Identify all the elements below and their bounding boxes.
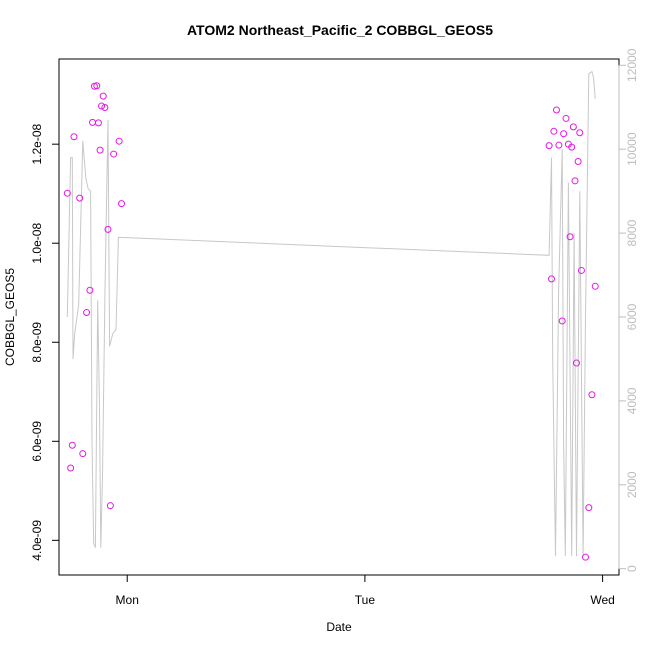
right-y-tick-label: 4000 — [625, 387, 639, 414]
data-point — [63, 189, 71, 197]
left-y-axis: 4.0e-09 6.0e-09 8.0e-09 1.0e-08 1.2e-08 — [30, 124, 60, 561]
y-tick-label: 6.0e-09 — [30, 421, 44, 462]
y-tick-label: 1.2e-08 — [30, 124, 44, 165]
data-point — [86, 286, 94, 294]
data-point — [83, 309, 91, 317]
data-point — [118, 200, 126, 208]
data-point — [588, 391, 596, 399]
right-y-tick-label: 8000 — [625, 219, 639, 246]
data-point — [99, 92, 107, 100]
data-point — [569, 123, 577, 131]
x-axis-label: Date — [326, 620, 352, 634]
data-point — [576, 129, 584, 137]
x-tick-label: Mon — [116, 593, 139, 607]
right-y-axis: 0 2000 4000 6000 8000 10000 12000 — [618, 48, 639, 572]
data-point — [585, 504, 593, 512]
right-y-tick-label: 0 — [625, 565, 639, 572]
data-point — [76, 194, 84, 202]
points-layer — [63, 82, 599, 561]
y-tick-label: 8.0e-09 — [30, 322, 44, 363]
data-point — [70, 133, 78, 141]
data-point — [581, 553, 589, 561]
data-point — [560, 130, 568, 138]
data-point — [558, 317, 566, 325]
plot-frame — [58, 58, 620, 576]
x-axis: Mon Tue Wed — [116, 574, 615, 607]
data-point — [79, 450, 87, 458]
data-point — [104, 225, 112, 233]
data-point — [562, 114, 570, 122]
data-point — [577, 266, 585, 274]
altitude-line — [66, 70, 596, 557]
chart-title: ATOM2 Northeast_Pacific_2 COBBGL_GEOS5 — [187, 22, 493, 38]
y-tick-label: 4.0e-09 — [30, 520, 44, 561]
data-point — [555, 141, 563, 149]
altitude-line-layer — [66, 70, 596, 557]
right-y-tick-label: 2000 — [625, 471, 639, 498]
data-point — [89, 118, 97, 126]
data-point — [572, 359, 580, 367]
y-axis-label: COBBGL_GEOS5 — [3, 268, 17, 366]
y-tick-label: 1.0e-08 — [30, 223, 44, 264]
data-point — [115, 137, 123, 145]
data-point — [552, 106, 560, 114]
x-tick-label: Tue — [355, 593, 376, 607]
data-point — [566, 233, 574, 241]
data-point — [547, 275, 555, 283]
data-point — [550, 127, 558, 135]
x-tick-label: Wed — [590, 593, 614, 607]
right-y-tick-label: 12000 — [625, 48, 639, 82]
data-point — [571, 177, 579, 185]
data-point — [591, 282, 599, 290]
data-point — [110, 150, 118, 158]
right-y-tick-label: 10000 — [625, 132, 639, 166]
data-point — [106, 502, 114, 510]
data-point — [545, 142, 553, 150]
data-point — [574, 158, 582, 166]
data-point — [101, 104, 109, 112]
data-point — [94, 119, 102, 127]
data-point — [93, 82, 101, 90]
data-point — [96, 146, 104, 154]
right-y-tick-label: 6000 — [625, 303, 639, 330]
data-point — [68, 441, 76, 449]
data-point — [98, 102, 106, 110]
data-point — [67, 464, 75, 472]
data-point — [568, 143, 576, 151]
